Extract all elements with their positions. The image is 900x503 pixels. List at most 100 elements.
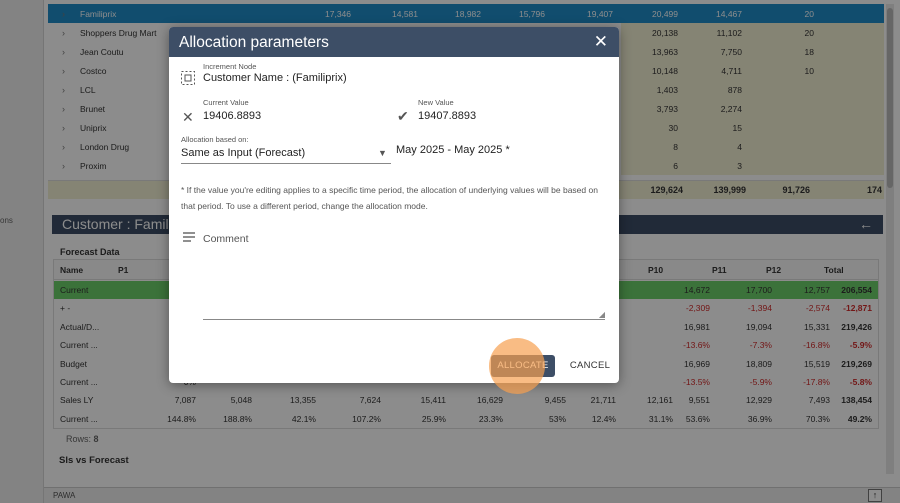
- expand-chevron-icon[interactable]: ›: [62, 46, 65, 57]
- forecast-mid-cell[interactable]: 15,411: [420, 395, 446, 406]
- forecast-mid-cell[interactable]: 21,711: [590, 395, 616, 406]
- scroll-up-button[interactable]: ↑: [868, 489, 882, 502]
- forecast-cell-p11[interactable]: 18,809: [746, 358, 772, 369]
- value-cell[interactable]: 15: [732, 122, 742, 133]
- forecast-mid-cell[interactable]: 107.2%: [352, 413, 381, 424]
- forecast-cell-p10[interactable]: -13.6%: [683, 340, 710, 351]
- forecast-cell-p10[interactable]: 16,969: [684, 358, 710, 369]
- value-cell[interactable]: 2,274: [720, 103, 742, 114]
- forecast-cell-total[interactable]: 219,426: [841, 321, 872, 332]
- forecast-cell-p12[interactable]: 15,331: [804, 321, 830, 332]
- forecast-mid-cell[interactable]: 25.9%: [421, 413, 446, 424]
- forecast-cell-total[interactable]: 219,269: [841, 358, 872, 369]
- forecast-cell-p1[interactable]: 7,087: [174, 395, 196, 406]
- value-cell[interactable]: 6: [673, 160, 678, 171]
- forecast-mid-cell[interactable]: 53%: [548, 413, 566, 424]
- value-cell[interactable]: 13,963: [652, 46, 678, 57]
- forecast-cell-total[interactable]: -5.9%: [849, 340, 872, 351]
- value-cell[interactable]: 3: [737, 160, 742, 171]
- value-cell[interactable]: 20: [804, 8, 814, 19]
- forecast-cell-p11[interactable]: 36.9%: [747, 413, 772, 424]
- col-header-p10[interactable]: P10: [648, 265, 664, 275]
- forecast-mid-cell[interactable]: 23.3%: [478, 413, 503, 424]
- forecast-cell-total[interactable]: -12,871: [843, 303, 872, 314]
- value-cell[interactable]: 3,793: [656, 103, 678, 114]
- value-cell[interactable]: 17,346: [325, 8, 351, 19]
- forecast-cell-total[interactable]: 138,454: [841, 395, 872, 406]
- value-cell[interactable]: 19,407: [587, 8, 613, 19]
- value-cell[interactable]: 15,796: [519, 8, 545, 19]
- forecast-cell-p11[interactable]: 17,700: [746, 285, 772, 295]
- forecast-row[interactable]: Current ... 144.8% 31.1% 53.6% 36.9% 70.3% 49.…: [54, 410, 878, 428]
- cancel-button[interactable]: CANCEL: [569, 360, 611, 371]
- forecast-cell-total[interactable]: 49.2%: [847, 413, 872, 424]
- value-cell[interactable]: 10: [804, 65, 814, 76]
- value-cell[interactable]: 18,982: [455, 8, 481, 19]
- forecast-cell-p12[interactable]: -2,574: [805, 303, 830, 314]
- value-cell[interactable]: 14,581: [392, 8, 418, 19]
- forecast-mid-cell[interactable]: 9,455: [544, 395, 566, 406]
- forecast-mid-cell[interactable]: 7,624: [359, 395, 381, 406]
- forecast-cell-p10[interactable]: -2,309: [685, 303, 710, 314]
- expand-chevron-icon[interactable]: ›: [62, 103, 65, 114]
- value-cell[interactable]: 14,467: [716, 8, 742, 19]
- forecast-cell-p11[interactable]: 19,094: [746, 321, 772, 332]
- expand-chevron-icon[interactable]: ›: [62, 160, 65, 171]
- forecast-cell-total[interactable]: -5.8%: [849, 377, 872, 387]
- forecast-cell-p10[interactable]: 9,551: [688, 395, 710, 406]
- value-cell[interactable]: 878: [727, 84, 742, 95]
- forecast-cell-c9[interactable]: 12,161: [647, 395, 673, 406]
- forecast-cell-p12[interactable]: -16.8%: [803, 340, 830, 351]
- forecast-cell-p10[interactable]: 16,981: [684, 321, 710, 332]
- forecast-cell-c9[interactable]: 31.1%: [648, 413, 673, 424]
- expand-chevron-icon[interactable]: ›: [62, 122, 65, 133]
- expand-chevron-icon[interactable]: ›: [62, 141, 65, 152]
- col-header-p12[interactable]: P12: [766, 265, 782, 275]
- back-arrow-icon[interactable]: ←: [859, 216, 873, 232]
- expand-chevron-icon[interactable]: ›: [62, 27, 65, 38]
- value-cell[interactable]: 1,403: [656, 84, 678, 95]
- allocate-button[interactable]: ALLOCATE: [491, 355, 555, 377]
- forecast-mid-cell[interactable]: 13,355: [290, 395, 316, 406]
- expand-chevron-icon[interactable]: ›: [62, 8, 65, 19]
- scrollbar[interactable]: [886, 4, 894, 474]
- dropdown-arrow-icon[interactable]: ▼: [378, 148, 387, 158]
- value-cell[interactable]: 20,138: [652, 27, 678, 38]
- col-header-total[interactable]: Total: [824, 265, 844, 275]
- close-icon[interactable]: ✕: [593, 32, 608, 51]
- forecast-mid-cell[interactable]: 42.1%: [291, 413, 316, 424]
- scrollbar-thumb[interactable]: [887, 8, 893, 188]
- forecast-cell-p12[interactable]: 7,493: [808, 395, 830, 406]
- forecast-cell-p10[interactable]: 53.6%: [685, 413, 710, 424]
- value-cell[interactable]: 20,499: [652, 8, 678, 19]
- top-grid-row[interactable]: › Familiprix 17,346 14,581 18,982 15,796 19,40…: [48, 4, 884, 23]
- forecast-cell-p12[interactable]: 12,757: [804, 285, 830, 295]
- forecast-mid-cell[interactable]: 12.4%: [591, 413, 616, 424]
- forecast-mid-cell[interactable]: 188.8%: [223, 413, 252, 424]
- forecast-row[interactable]: Sales LY 7,087 12,161 9,551 12,929 7,493 138,4…: [54, 391, 878, 409]
- expand-chevron-icon[interactable]: ›: [62, 84, 65, 95]
- value-cell[interactable]: 4: [737, 141, 742, 152]
- expand-chevron-icon[interactable]: ›: [62, 65, 65, 76]
- allocation-select[interactable]: Same as Input (Forecast): [181, 147, 306, 159]
- comment-textarea[interactable]: Comment ◢: [203, 232, 605, 320]
- col-header-p1[interactable]: P1: [118, 265, 129, 275]
- forecast-cell-p11[interactable]: 12,929: [746, 395, 772, 406]
- forecast-cell-p12[interactable]: -17.8%: [803, 377, 830, 387]
- value-cell[interactable]: 18: [804, 46, 814, 57]
- value-cell[interactable]: 4,711: [721, 65, 742, 76]
- forecast-cell-p10[interactable]: -13.5%: [683, 377, 710, 387]
- value-cell[interactable]: 30: [668, 122, 678, 133]
- forecast-cell-p11[interactable]: -7.3%: [749, 340, 772, 351]
- forecast-cell-p12[interactable]: 15,519: [804, 358, 830, 369]
- forecast-cell-p11[interactable]: -1,394: [747, 303, 772, 314]
- value-cell[interactable]: 10,148: [652, 65, 678, 76]
- col-header-name[interactable]: Name: [60, 265, 84, 275]
- value-cell[interactable]: 11,102: [716, 27, 742, 38]
- forecast-mid-cell[interactable]: 16,629: [477, 395, 503, 406]
- value-cell[interactable]: 20: [804, 27, 814, 38]
- forecast-cell-p1[interactable]: 144.8%: [167, 413, 196, 424]
- forecast-cell-p12[interactable]: 70.3%: [805, 413, 830, 424]
- forecast-mid-cell[interactable]: 5,048: [230, 395, 252, 406]
